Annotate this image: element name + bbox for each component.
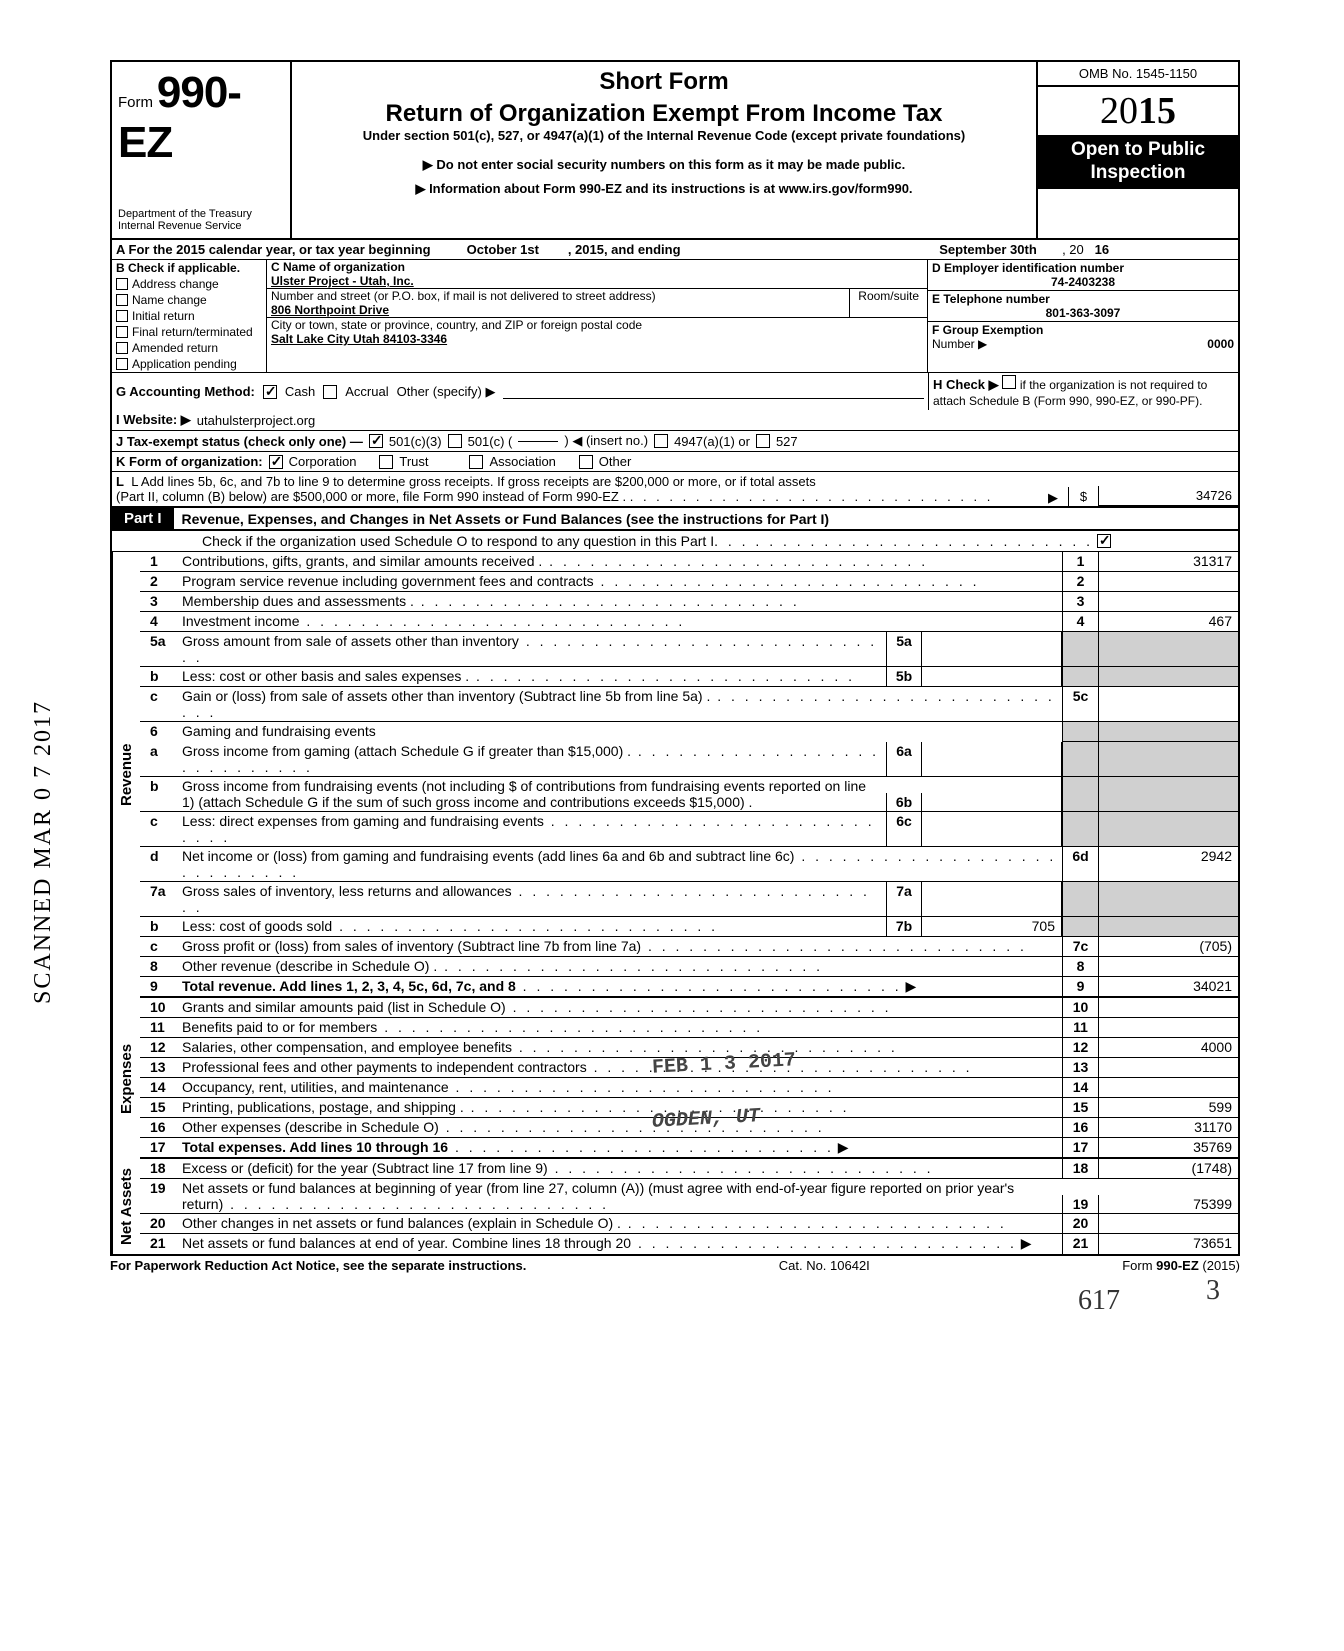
cb-schedule-o[interactable]: [1097, 534, 1111, 548]
expenses-section: Expenses 10Grants and similar amounts pa…: [110, 998, 1240, 1159]
line-19-value: 75399: [1098, 1195, 1238, 1213]
col-c-org-info: C Name of organization Ulster Project - …: [267, 260, 928, 372]
gross-receipts-value: 34726: [1098, 486, 1238, 506]
row-i-website: I Website: ▶ utahulsterproject.org: [110, 410, 1240, 430]
cb-schedule-b[interactable]: [1002, 375, 1016, 389]
net-assets-section: Net Assets 18Excess or (deficit) for the…: [110, 1159, 1240, 1256]
line-17-value: 35769: [1098, 1138, 1238, 1157]
expenses-label: Expenses: [112, 998, 140, 1159]
line-7b-value: 705: [922, 917, 1062, 936]
cb-address-change[interactable]: [116, 278, 128, 290]
net-assets-label: Net Assets: [112, 1159, 140, 1254]
row-gh: G Accounting Method: Cash Accrual Other …: [110, 372, 1240, 410]
cb-cash[interactable]: [263, 385, 277, 399]
cb-assoc[interactable]: [469, 455, 483, 469]
cb-app-pending[interactable]: [116, 358, 128, 370]
revenue-section: Revenue 1Contributions, gifts, grants, a…: [110, 552, 1240, 998]
row-l-gross-receipts: L L Add lines 5b, 6c, and 7b to line 9 t…: [110, 471, 1240, 506]
cb-corp[interactable]: [269, 455, 283, 469]
form-number-box: Form 990-EZ Department of the Treasury I…: [112, 62, 292, 238]
cb-501c[interactable]: [448, 434, 462, 448]
line-21-value: 73651: [1098, 1234, 1238, 1254]
schedule-o-check: Check if the organization used Schedule …: [110, 531, 1240, 552]
form-990ez: Form 990-EZ Department of the Treasury I…: [110, 60, 1240, 1335]
line-16-value: 31170: [1098, 1118, 1238, 1137]
group-exemption: 0000: [1207, 337, 1234, 351]
handwritten-2: 3: [1206, 1275, 1220, 1307]
org-city: Salt Lake City Utah 84103-3346: [271, 332, 447, 346]
subtitle: Under section 501(c), 527, or 4947(a)(1)…: [302, 128, 1026, 143]
cb-trust[interactable]: [379, 455, 393, 469]
line-18-value: (1748): [1098, 1159, 1238, 1178]
form-number: 990-EZ: [118, 68, 241, 167]
page-footer: For Paperwork Reduction Act Notice, see …: [110, 1256, 1240, 1275]
line-9-value: 34021: [1098, 977, 1238, 996]
line-8-value: [1098, 957, 1238, 976]
line-15-value: 599: [1098, 1098, 1238, 1117]
line-1-value: 31317: [1098, 552, 1238, 571]
open-public-label: Open to Public Inspection: [1038, 135, 1238, 189]
cb-4947[interactable]: [654, 434, 668, 448]
org-address: 806 Northpoint Drive: [271, 303, 389, 317]
part-1-header: Part I Revenue, Expenses, and Changes in…: [110, 506, 1240, 531]
website: utahulsterproject.org: [197, 413, 316, 428]
org-name: Ulster Project - Utah, Inc.: [271, 274, 414, 288]
line-5c-value: [1098, 687, 1238, 721]
short-form-label: Short Form: [302, 68, 1026, 96]
cb-amended[interactable]: [116, 342, 128, 354]
revenue-label: Revenue: [112, 552, 140, 998]
dept-info: Department of the Treasury Internal Reve…: [118, 208, 280, 232]
omb-number: OMB No. 1545-1150: [1038, 62, 1238, 87]
col-def: D Employer identification number 74-2403…: [928, 260, 1238, 372]
scanned-stamp: SCANNED MAR 0 7 2017: [30, 700, 57, 1004]
line-2-value: [1098, 572, 1238, 591]
year-begin: October 1st: [467, 242, 539, 257]
line-3-value: [1098, 592, 1238, 611]
main-title: Return of Organization Exempt From Incom…: [302, 100, 1026, 128]
cb-accrual[interactable]: [323, 385, 337, 399]
line-4-value: 467: [1098, 612, 1238, 631]
tax-year: 2015: [1038, 87, 1238, 135]
cb-name-change[interactable]: [116, 294, 128, 306]
row-a-tax-year: A For the 2015 calendar year, or tax yea…: [110, 240, 1240, 260]
cb-other-org[interactable]: [579, 455, 593, 469]
form-header: Form 990-EZ Department of the Treasury I…: [110, 60, 1240, 240]
info-url: ▶ Information about Form 990-EZ and its …: [302, 181, 1026, 197]
ssn-warning: ▶ Do not enter social security numbers o…: [302, 157, 1026, 173]
line-6d-value: 2942: [1098, 847, 1238, 881]
line-12-value: 4000: [1098, 1038, 1238, 1057]
cb-initial-return[interactable]: [116, 310, 128, 322]
row-j-tax-status: J Tax-exempt status (check only one) — 5…: [110, 430, 1240, 451]
line-7c-value: (705): [1098, 937, 1238, 956]
right-box: OMB No. 1545-1150 2015 Open to Public In…: [1038, 62, 1238, 238]
room-suite-label: Room/suite: [849, 289, 927, 317]
cb-501c3[interactable]: [369, 434, 383, 448]
title-box: Short Form Return of Organization Exempt…: [292, 62, 1038, 238]
form-prefix: Form: [118, 94, 153, 111]
cb-527[interactable]: [756, 434, 770, 448]
handwritten-1: 617: [1078, 1285, 1120, 1317]
ein: 74-2403238: [932, 275, 1234, 289]
section-bcdef: B Check if applicable. Address change Na…: [110, 260, 1240, 372]
year-end: September 30th: [939, 242, 1037, 257]
phone: 801-363-3097: [932, 306, 1234, 320]
col-b-checkboxes: B Check if applicable. Address change Na…: [112, 260, 267, 372]
row-k-org-form: K Form of organization: Corporation Trus…: [110, 451, 1240, 471]
cb-final-return[interactable]: [116, 326, 128, 338]
